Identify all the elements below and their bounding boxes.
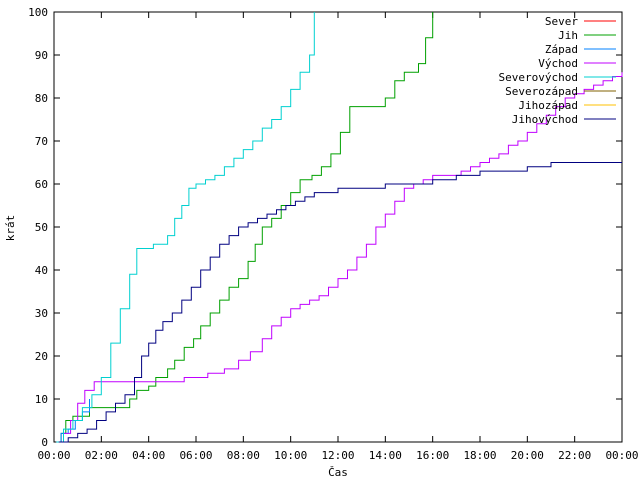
series-layer: [56, 12, 623, 443]
x-tick-label: 08:00: [227, 449, 260, 462]
x-tick-label: 16:00: [416, 449, 449, 462]
x-tick-label: 18:00: [463, 449, 496, 462]
x-tick-label: 04:00: [132, 449, 165, 462]
y-tick-label: 20: [35, 350, 48, 363]
x-tick-label: 22:00: [558, 449, 591, 462]
legend-label-6: Jihozápad: [518, 99, 578, 112]
y-tick-label: 60: [35, 178, 48, 191]
axes: 0 10 20 30 40 50 60 70 80 90 100 00:00 02:00 04:00 06:…: [28, 6, 638, 462]
legend-label-4: Severovýchod: [499, 71, 578, 84]
legend-label-7: Jihovýchod: [512, 113, 578, 126]
legend-label-1: Jih: [558, 29, 578, 42]
legend-label-3: Východ: [538, 57, 578, 70]
legend: SeverJihZápadVýchodSeverovýchodSeverozáp…: [499, 15, 616, 126]
x-axis-title: Čas: [328, 466, 348, 479]
y-tick-label: 50: [35, 221, 48, 234]
x-tick-label: 14:00: [369, 449, 402, 462]
series-line-7: [58, 162, 622, 443]
x-tick-label: 06:00: [179, 449, 212, 462]
series-line-4: [56, 12, 315, 443]
y-tick-label: 30: [35, 307, 48, 320]
series-line-2: [56, 399, 90, 443]
x-tick-label: 20:00: [511, 449, 544, 462]
series-line-1: [56, 12, 434, 443]
x-tick-label: 10:00: [274, 449, 307, 462]
y-tick-label: 70: [35, 135, 48, 148]
legend-label-2: Západ: [545, 43, 578, 56]
legend-label-0: Sever: [545, 15, 578, 28]
x-tick-label: 02:00: [85, 449, 118, 462]
y-axis-title: krát: [4, 215, 17, 242]
y-tick-label: 100: [28, 6, 48, 19]
legend-label-5: Severozápad: [505, 85, 578, 98]
series-line-3: [56, 72, 623, 443]
y-tick-label: 90: [35, 49, 48, 62]
y-tick-label: 10: [35, 393, 48, 406]
y-tick-label: 40: [35, 264, 48, 277]
x-tick-label: 12:00: [321, 449, 354, 462]
x-tick-label: 00:00: [37, 449, 70, 462]
y-tick-label: 0: [41, 436, 48, 449]
x-tick-label: 00:00: [605, 449, 638, 462]
y-tick-label: 80: [35, 92, 48, 105]
